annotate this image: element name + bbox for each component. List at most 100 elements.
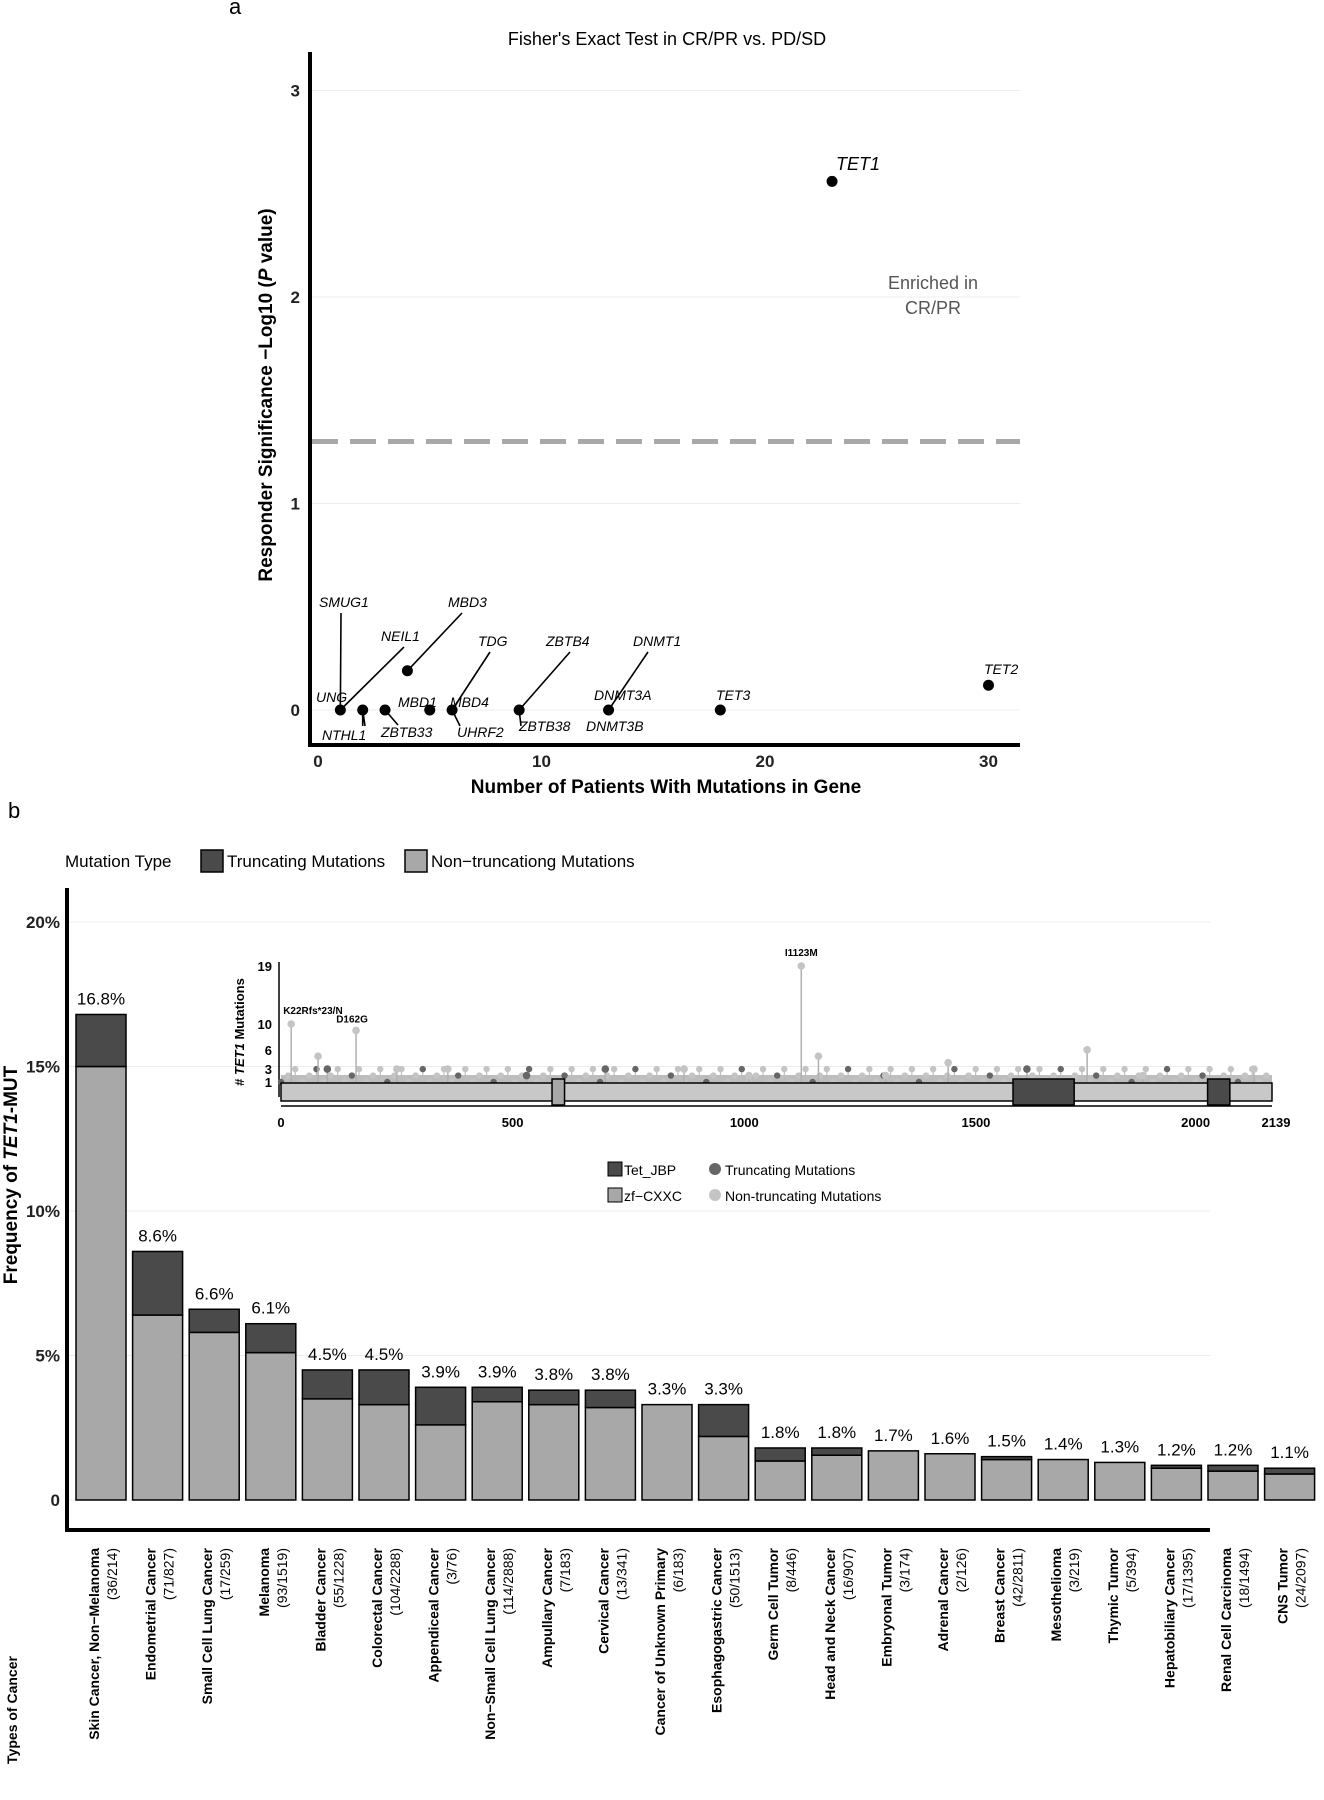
point-TET3	[714, 704, 726, 716]
bar-total-label-0: 16.8%	[77, 989, 125, 1008]
bar-total-label-14: 1.7%	[874, 1426, 913, 1445]
category-count-2: (17/259)	[217, 1548, 233, 1600]
legend-truncating-label: Truncating Mutations	[227, 852, 385, 871]
connector-TDG	[451, 651, 491, 711]
inset-head-bg-136	[1241, 1072, 1249, 1079]
inset-domain-2	[1206, 1078, 1231, 1106]
panel-b-legend: Mutation Type Truncating Mutations Non−t…	[65, 849, 635, 873]
inset-x-tick-label-1000: 1000	[730, 1115, 759, 1130]
inset-y-tick-label-6: 6	[265, 1043, 272, 1058]
legend-truncating-swatch	[200, 849, 224, 873]
category-label-19: Hepatobiliary Cancer	[1161, 1547, 1177, 1688]
inset-head-bg-104	[1015, 1065, 1022, 1073]
inset-head-bg-89	[908, 1065, 916, 1073]
inset-head-bg-35	[525, 1065, 533, 1073]
inset-x-tick-label-1500: 1500	[961, 1115, 990, 1130]
inset-head-bg-134	[1227, 1065, 1235, 1073]
category-label-12: Germ Cell Tumor	[765, 1547, 781, 1660]
inset-protein-track	[280, 1078, 1273, 1107]
bar-nontruncating-2	[188, 1331, 240, 1501]
inset-head-bg-86	[887, 1065, 894, 1073]
bar-truncating-1	[131, 1250, 184, 1316]
inset-head-bg-94	[944, 1072, 951, 1079]
bar-nontruncating-21	[1263, 1473, 1316, 1501]
inset-head-bg-29	[483, 1065, 490, 1073]
category-label-8: Ampullary Cancer	[539, 1547, 555, 1667]
inset-head-bg-16	[391, 1072, 398, 1079]
inset-head-10	[745, 1071, 753, 1080]
bar-total-label-16: 1.5%	[987, 1432, 1026, 1451]
inset-head-0	[287, 1020, 295, 1028]
inset-head-bg-43	[582, 1072, 590, 1079]
inset-x-tick-label-2000: 2000	[1181, 1115, 1210, 1130]
connector-MBD3	[406, 612, 463, 672]
inset-head-16	[1138, 1071, 1147, 1080]
panel-a-x-ticks: 0 10 20 30	[313, 752, 998, 771]
y-tick-label-2: 2	[291, 288, 300, 307]
category-labels: Skin Cancer, Non−Melanoma (36/214) Endomet…	[86, 1547, 1309, 1739]
bar-truncating-11	[697, 1403, 750, 1438]
inset-head-bg-133	[1220, 1072, 1227, 1079]
inset-head-6	[443, 1065, 452, 1073]
inset-head-bg-112	[1071, 1072, 1079, 1079]
inset-head-bg-53	[653, 1065, 660, 1073]
inset-head-15	[1083, 1045, 1091, 1054]
inset-head-bg-82	[859, 1072, 866, 1079]
bar-truncating-21	[1263, 1467, 1316, 1475]
inset-head-bg-91	[922, 1072, 930, 1079]
panel-b-letter: b	[8, 798, 20, 823]
bar-total-label-12: 1.8%	[761, 1423, 800, 1442]
inset-y-tick-label-3: 3	[265, 1062, 272, 1077]
category-label-4: Bladder Cancer	[312, 1547, 328, 1651]
bar-total-label-6: 3.9%	[421, 1362, 460, 1381]
panel-b-y-axis-title-suffix: -MUT	[1, 1065, 22, 1113]
inset-y-axis-title-gene: TET1	[232, 1043, 247, 1075]
category-label-13: Head and Neck Cancer	[822, 1547, 838, 1699]
category-label-9: Cervical Cancer	[595, 1547, 611, 1653]
bar-total-labels: 16.8% 8.6% 6.6% 6.1% 4.5% 4.5% 3.9% 3.9% 3.8% 3.8…	[77, 989, 1309, 1462]
category-count-9: (13/341)	[613, 1548, 629, 1600]
gene-label-UNG: UNG	[316, 689, 347, 705]
bar-nontruncating-9	[584, 1406, 637, 1501]
b-y-tick-label-1: 5%	[35, 1347, 60, 1366]
inset-x-tick-label-500: 500	[502, 1115, 524, 1130]
gene-labels: TET1 TET2 TET3 DNMT1 DNMT3A DNMT3B ZBTB4 ZBTB38…	[316, 154, 1018, 743]
panel-a-letter: a	[229, 0, 242, 19]
inset-head-7	[522, 1071, 531, 1080]
point-SMUG1	[334, 704, 346, 716]
inset-y-tick-label-1: 1	[265, 1075, 272, 1090]
bar-total-label-3: 6.1%	[251, 1299, 290, 1318]
gene-label-MBD3: MBD3	[448, 594, 487, 610]
bar-total-label-13: 1.8%	[817, 1423, 856, 1442]
inset-legend-zf-cxxc-swatch	[607, 1187, 623, 1203]
panel-a-y-axis-title-text: Responder Significance −Log10 (	[256, 281, 277, 582]
inset-head-bg-11	[355, 1065, 363, 1073]
connector-DNMT1	[607, 651, 649, 711]
gene-label-TET1: TET1	[836, 154, 880, 174]
gene-label-ZBTB4: ZBTB4	[545, 633, 590, 649]
category-count-14: (3/174)	[896, 1548, 912, 1592]
lollipop-inset: # TET1 Mutations 13 6 10 19 0 500 1000 1500 200…	[232, 948, 1290, 1204]
category-count-17: (3/219)	[1066, 1548, 1082, 1592]
bar-nontruncating-14	[867, 1450, 920, 1501]
inset-head-bg-38	[547, 1065, 554, 1073]
inset-x-tick-label-0: 0	[277, 1115, 284, 1130]
inset-head-bg-22	[433, 1072, 441, 1079]
inset-head-8	[601, 1065, 610, 1073]
inset-head-bg-77	[823, 1065, 831, 1073]
inset-y-axis-title-suffix: Mutations	[232, 978, 247, 1043]
category-label-5: Colorectal Cancer	[369, 1547, 385, 1667]
bar-series	[75, 1013, 1316, 1501]
inset-head-bg-14	[377, 1065, 384, 1073]
gene-label-DNMT3B: DNMT3B	[586, 718, 644, 734]
inset-head-bg-41	[568, 1065, 575, 1073]
bar-truncating-2	[188, 1308, 240, 1334]
bar-nontruncating-13	[811, 1454, 863, 1501]
bar-total-label-7: 3.9%	[478, 1362, 517, 1381]
inset-head-bg-110	[1057, 1065, 1064, 1073]
connector-ZBTB4	[518, 651, 571, 711]
panel-b-y-axis-title-gene: TET1	[1, 1113, 22, 1159]
x-tick-label-10: 10	[532, 752, 551, 771]
category-label-14: Embryonal Tumor	[878, 1547, 894, 1666]
